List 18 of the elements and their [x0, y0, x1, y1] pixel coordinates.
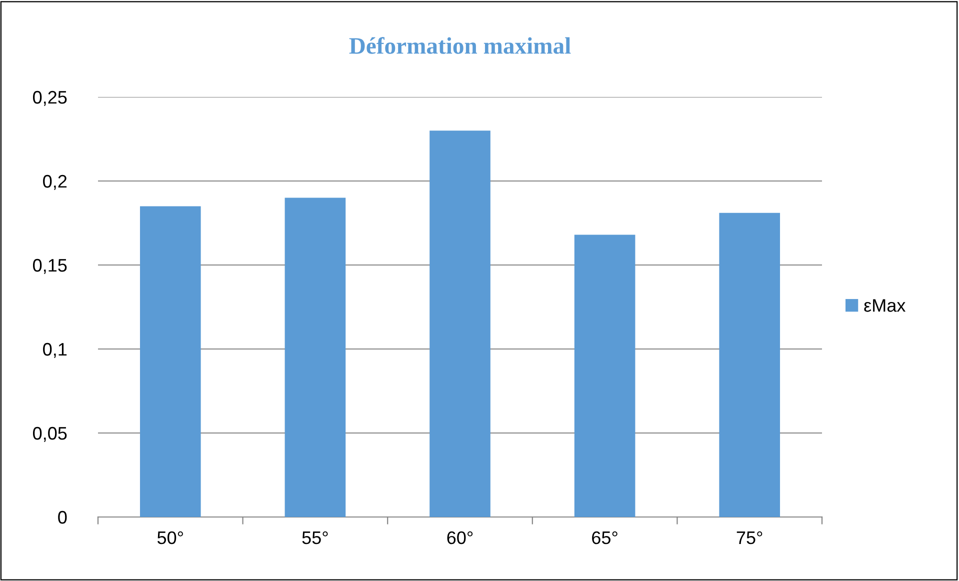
chart-title: Déformation maximal	[349, 37, 571, 54]
bar	[719, 212, 780, 517]
x-tick-label: 60°	[447, 531, 473, 544]
bar	[284, 198, 346, 517]
x-tick-label: 50°	[157, 531, 183, 544]
y-tick-label: 0	[58, 510, 67, 524]
bar	[430, 130, 490, 517]
x-tick-label: 75°	[736, 531, 762, 544]
y-tick-label: 0,2	[43, 174, 67, 190]
x-tick-label: 65°	[592, 531, 618, 544]
legend-label: εMax	[864, 299, 906, 312]
y-tick-label: 0,15	[33, 258, 67, 274]
bar	[140, 206, 201, 517]
y-tick-label: 0,25	[33, 90, 67, 106]
y-tick-label: 0,05	[33, 426, 67, 442]
y-tick-label: 0,1	[43, 342, 67, 358]
x-tick-label: 55°	[302, 531, 328, 544]
bar	[574, 234, 636, 517]
